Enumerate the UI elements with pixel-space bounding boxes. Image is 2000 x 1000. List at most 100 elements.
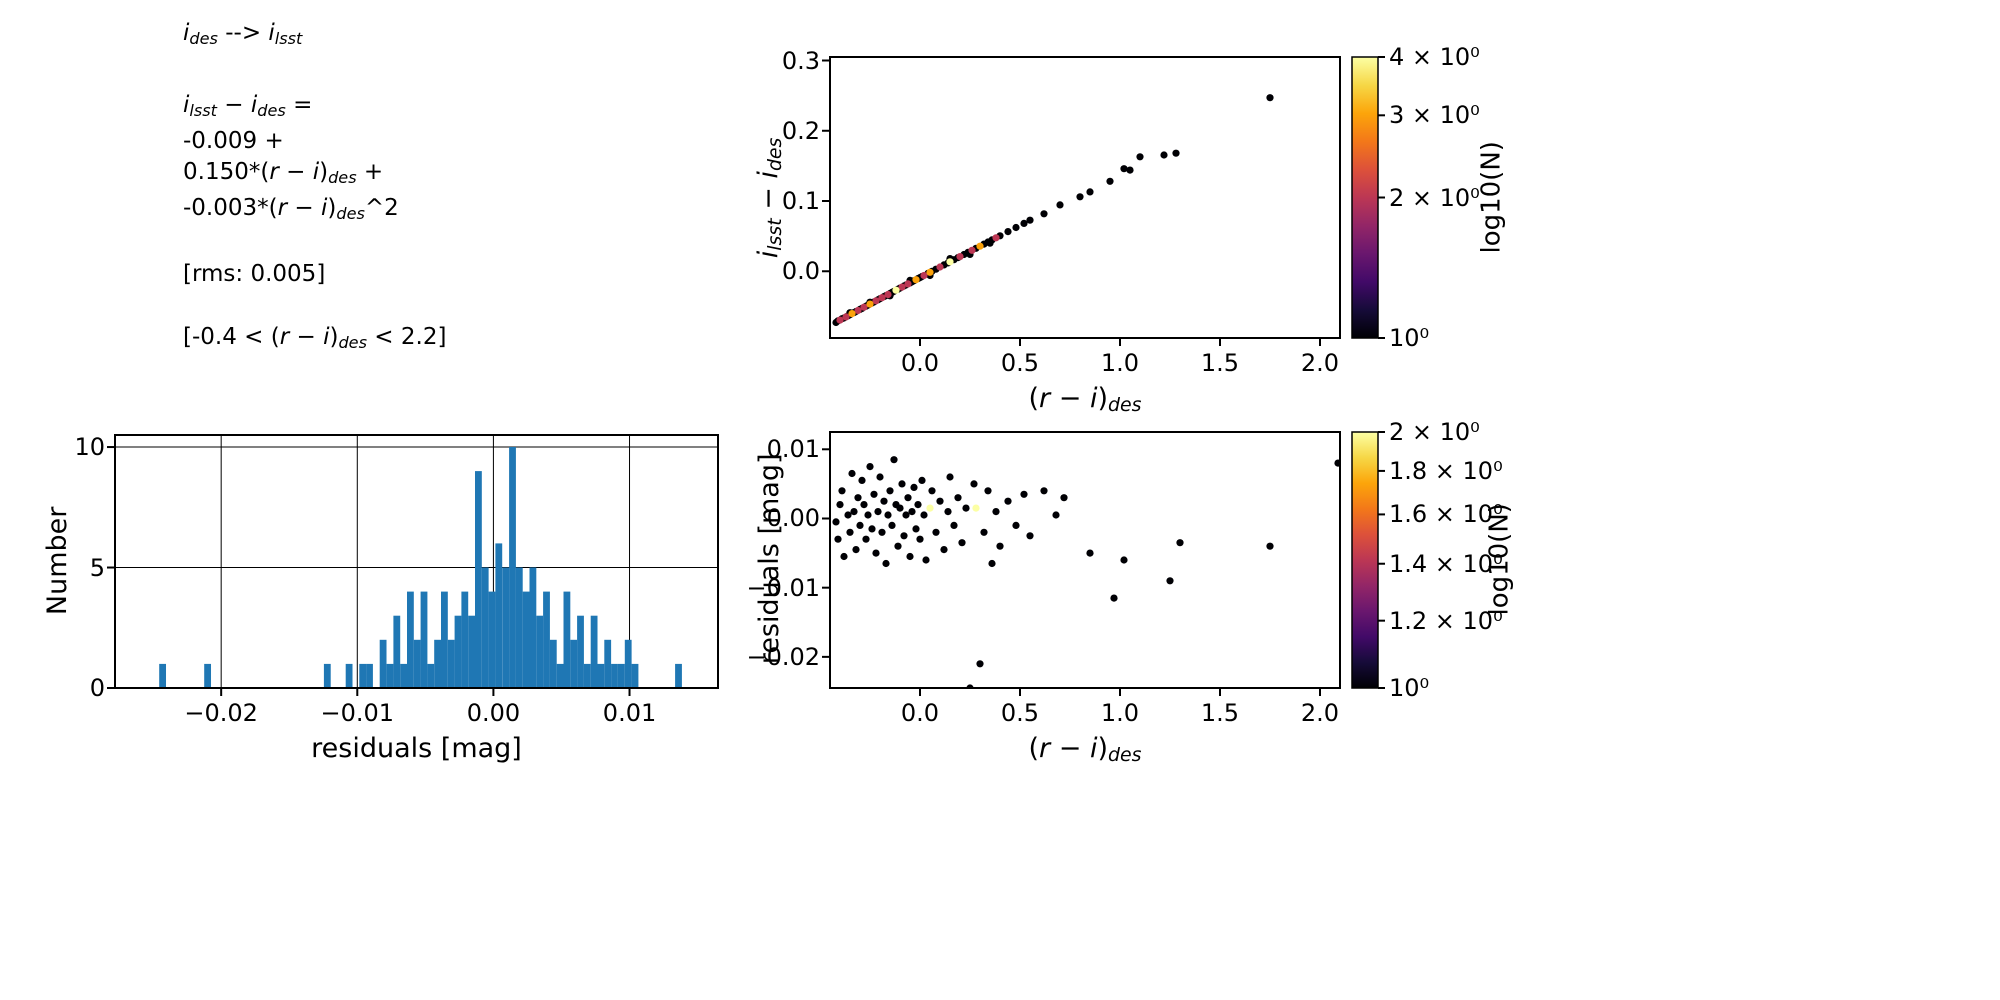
- data-point: [1012, 223, 1020, 232]
- histogram-bar: [393, 615, 401, 688]
- histogram-bar: [515, 567, 523, 688]
- histogram-bar: [407, 591, 414, 688]
- math-segment: 0.150*(: [183, 159, 270, 185]
- math-segment: des: [257, 101, 286, 120]
- histogram-bar: [611, 663, 618, 688]
- data-point: [838, 487, 846, 495]
- annotation-line: -0.009 +: [183, 126, 446, 157]
- axes-box: [829, 56, 1341, 339]
- x-tick-label: 1.5: [1200, 699, 1240, 727]
- data-point: [866, 463, 874, 471]
- math-segment: i: [753, 250, 785, 258]
- math-segment: residuals [mag]: [311, 733, 522, 764]
- data-point: [946, 258, 954, 266]
- math-segment: lsst: [274, 29, 303, 48]
- data-point: [1136, 153, 1144, 161]
- data-point: [992, 234, 1000, 242]
- data-point: [984, 487, 992, 495]
- annotation-line: ilsst − ides =: [183, 90, 446, 126]
- annotation-group: ilsst − ides = -0.009 +0.150*(r − i)des +…: [183, 90, 446, 229]
- scatter-points: [832, 456, 1341, 689]
- data-point: [1020, 490, 1028, 498]
- data-point: [886, 487, 894, 495]
- data-point: [916, 535, 924, 543]
- data-point: [904, 494, 912, 502]
- data-point: [836, 316, 844, 324]
- math-segment: r: [277, 195, 288, 221]
- histogram-bar: [502, 567, 510, 688]
- math-segment: des: [189, 29, 218, 48]
- math-segment: i: [312, 159, 320, 185]
- math-segment: < 2.2]: [366, 324, 447, 350]
- math-segment: lsst: [189, 101, 217, 120]
- data-point: [846, 528, 854, 536]
- data-point: [854, 306, 862, 315]
- data-point: [1172, 149, 1180, 157]
- data-point: [872, 549, 880, 557]
- colorbar-tick-label: 2 × 10⁰: [1389, 183, 1480, 212]
- data-point: [1266, 542, 1274, 550]
- histogram-bar: [454, 615, 462, 688]
- data-point: [842, 313, 850, 321]
- math-segment: −: [287, 195, 321, 221]
- math-segment: -->: [217, 20, 269, 46]
- colorbar-tick-label: 10⁰: [1389, 324, 1430, 352]
- data-point: [1056, 201, 1064, 209]
- math-segment: ): [319, 159, 329, 185]
- data-point: [1004, 228, 1012, 236]
- data-point: [864, 511, 872, 519]
- histogram-bar: [345, 663, 353, 688]
- data-point: [992, 508, 1000, 516]
- data-point: [858, 476, 866, 484]
- histogram-bar: [434, 639, 442, 688]
- math-segment: i: [321, 195, 328, 221]
- data-point: [1110, 594, 1118, 602]
- math-segment: i: [1089, 733, 1098, 764]
- colorbar-tick-label: 2 × 10⁰: [1389, 418, 1480, 446]
- math-segment: i: [268, 20, 275, 46]
- histogram-bar: [386, 663, 394, 688]
- histogram-bar: [468, 615, 476, 688]
- histogram-bar: [590, 615, 598, 688]
- data-point: [1040, 487, 1048, 495]
- data-point: [900, 532, 908, 540]
- histogram-bar: [413, 639, 421, 688]
- data-point: [860, 501, 868, 509]
- histogram-bar: [529, 567, 537, 688]
- math-segment: −: [1050, 383, 1090, 414]
- histogram-bar: [495, 543, 503, 688]
- data-point: [898, 480, 906, 488]
- x-tick-label: −0.01: [320, 699, 395, 727]
- data-point: [1026, 216, 1034, 224]
- data-point: [834, 535, 842, 543]
- histogram-bar: [461, 591, 469, 688]
- data-point: [1166, 577, 1174, 585]
- data-point: [884, 511, 892, 519]
- data-point: [932, 528, 940, 536]
- annotation-line: [rms: 0.005]: [183, 259, 446, 290]
- data-point: [870, 490, 878, 498]
- y-axis-label: residuals [mag]: [754, 359, 785, 759]
- math-segment: i: [183, 92, 190, 118]
- math-segment: des: [1108, 744, 1142, 766]
- colorbar-tick-label: 10⁰: [1389, 674, 1430, 702]
- math-segment: −: [1050, 733, 1090, 764]
- histogram-bar: [447, 639, 455, 688]
- math-segment: r: [1039, 383, 1051, 414]
- x-tick-label: 2.0: [1300, 349, 1340, 377]
- x-axis-label: (r − i)des: [885, 384, 1285, 416]
- data-point: [878, 528, 886, 536]
- data-point: [884, 290, 892, 299]
- annotation-group: [-0.4 < (r − i)des < 2.2]: [183, 322, 446, 358]
- histogram-bar: [604, 639, 612, 688]
- colorbar-tick-label: 1.8 × 10⁰: [1389, 456, 1503, 485]
- data-point: [920, 511, 928, 519]
- data-point: [906, 552, 914, 561]
- math-segment: −: [216, 92, 251, 118]
- histogram-bar: [597, 663, 605, 688]
- data-point: [874, 508, 882, 516]
- histogram-bar: [543, 591, 550, 688]
- math-segment: des: [328, 168, 357, 187]
